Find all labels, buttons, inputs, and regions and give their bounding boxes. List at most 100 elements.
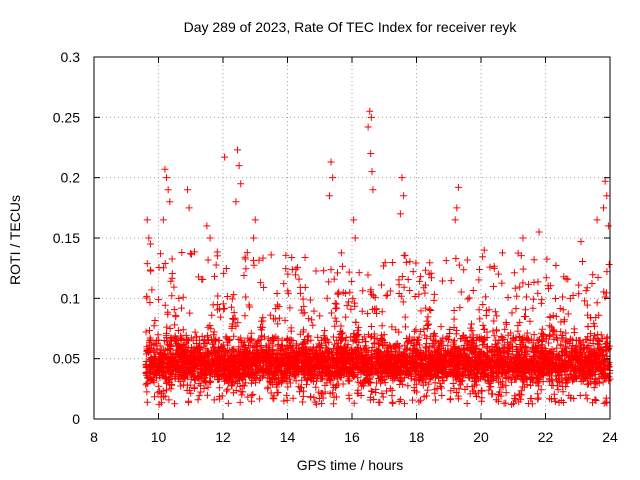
data-point	[552, 331, 560, 339]
data-point	[242, 293, 250, 301]
data-point	[277, 379, 285, 387]
data-point	[422, 335, 430, 343]
data-point	[298, 357, 306, 365]
data-point	[589, 335, 597, 343]
data-point	[192, 333, 200, 341]
data-point	[376, 351, 384, 359]
data-point	[521, 313, 529, 321]
data-point	[222, 333, 230, 341]
data-point	[430, 296, 438, 304]
data-point	[217, 343, 225, 351]
data-point	[224, 341, 232, 349]
data-point	[579, 376, 587, 384]
data-point	[398, 273, 406, 281]
data-point	[338, 330, 346, 338]
data-point	[274, 388, 282, 396]
data-point	[165, 365, 173, 373]
data-point	[444, 333, 452, 341]
data-point	[533, 359, 541, 367]
data-point	[349, 295, 357, 303]
data-point	[143, 260, 151, 268]
data-point	[504, 350, 512, 358]
data-point	[314, 358, 322, 366]
data-point	[450, 337, 458, 345]
data-point	[584, 322, 592, 330]
y-tick-label: 0.15	[53, 230, 80, 246]
data-point	[164, 347, 172, 355]
data-point	[424, 367, 432, 375]
data-point	[524, 399, 532, 407]
data-point	[475, 306, 483, 314]
data-point	[179, 326, 187, 334]
data-point	[475, 276, 483, 284]
data-point	[488, 369, 496, 377]
data-point	[217, 357, 225, 365]
data-point	[176, 365, 184, 373]
y-tick-label: 0.1	[61, 290, 81, 306]
data-point	[286, 368, 294, 376]
data-point	[554, 355, 562, 363]
data-point	[269, 342, 277, 350]
data-point	[466, 390, 474, 398]
data-point	[447, 277, 455, 285]
data-point	[589, 271, 597, 279]
data-point	[572, 375, 580, 383]
data-point	[214, 371, 222, 379]
data-point	[168, 269, 176, 277]
data-point	[378, 337, 386, 345]
data-point	[504, 331, 512, 339]
data-point	[566, 370, 574, 378]
data-point	[200, 336, 208, 344]
data-point	[154, 331, 162, 339]
data-point	[520, 349, 528, 356]
data-point	[396, 380, 404, 388]
data-point	[422, 304, 430, 312]
data-point	[423, 363, 431, 371]
data-point	[380, 357, 388, 365]
data-point	[478, 336, 486, 343]
data-point	[530, 331, 538, 339]
data-point	[415, 398, 423, 406]
data-point	[570, 353, 578, 361]
data-point	[288, 346, 296, 354]
data-point	[601, 177, 609, 185]
data-point	[372, 306, 380, 314]
data-point	[375, 340, 383, 348]
data-point	[322, 335, 330, 343]
data-point	[365, 374, 373, 382]
data-point	[354, 366, 362, 374]
data-point	[501, 325, 509, 333]
data-point	[456, 376, 464, 384]
data-point	[516, 318, 524, 326]
data-point	[504, 366, 512, 374]
data-point	[434, 366, 442, 374]
x-tick-label: 10	[151, 429, 167, 445]
data-point	[357, 392, 365, 399]
data-point	[284, 270, 292, 278]
data-point	[309, 356, 317, 364]
data-point	[297, 384, 305, 392]
data-point	[245, 341, 253, 349]
data-point	[427, 306, 435, 314]
data-point	[438, 391, 446, 399]
data-point	[560, 360, 568, 368]
data-point	[230, 315, 238, 323]
data-point	[291, 271, 299, 279]
data-point	[253, 350, 261, 358]
data-point	[530, 278, 538, 286]
data-point	[492, 358, 500, 366]
data-point	[325, 370, 333, 378]
data-point	[374, 352, 382, 360]
data-point	[511, 364, 519, 372]
data-point	[327, 377, 335, 385]
data-point	[263, 351, 271, 359]
data-point	[216, 361, 224, 369]
data-point	[509, 343, 517, 351]
data-point	[188, 250, 196, 258]
data-point	[413, 340, 421, 348]
data-point	[178, 304, 186, 312]
data-point	[185, 354, 193, 362]
data-point	[269, 369, 277, 377]
data-point	[297, 306, 305, 314]
data-point	[395, 344, 403, 352]
